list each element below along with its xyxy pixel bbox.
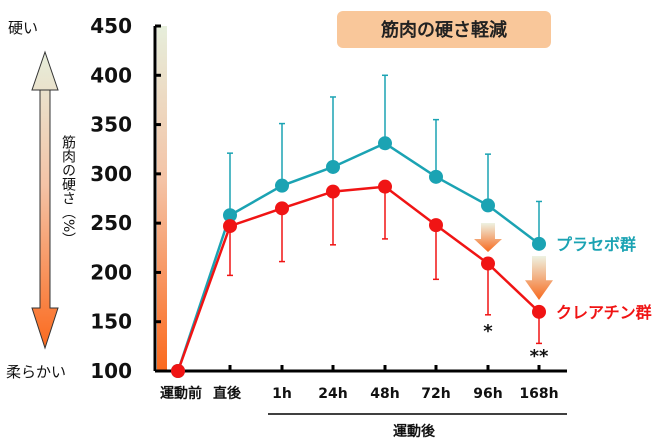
stiffness-arrow [31, 50, 59, 350]
legend-label: プラセボ群 [556, 235, 636, 254]
data-point [223, 219, 237, 234]
x-tick-label: 1h [272, 386, 292, 402]
x-tick-label: 72h [421, 386, 450, 402]
data-point [429, 169, 443, 184]
data-point [275, 201, 289, 216]
data-point [171, 364, 185, 378]
y-tick-label: 250 [90, 211, 132, 235]
data-point [326, 184, 340, 199]
y-tick-label: 200 [90, 260, 132, 284]
data-point [429, 218, 443, 233]
series-line [176, 185, 540, 372]
significance-mark: ** [530, 346, 549, 367]
x-tick-label: 96h [473, 386, 502, 402]
y-bottom-label: 柔らかい [6, 363, 66, 381]
data-point [275, 178, 289, 193]
y-axis-label: 筋肉の硬さ（%） [60, 134, 76, 246]
series-1: クレアチン群 [171, 179, 652, 378]
data-point [378, 179, 392, 194]
y-top-label: 硬い [8, 19, 38, 37]
y-tick-label: 300 [90, 162, 132, 186]
y-tick-label: 350 [90, 113, 132, 137]
y-tick-label: 150 [90, 310, 132, 334]
data-point [481, 256, 495, 271]
data-point [532, 304, 546, 319]
data-point [326, 159, 340, 174]
chart-title: 筋肉の硬さ軽減 [381, 19, 507, 41]
x-tick-label: 48h [370, 386, 399, 402]
x-tick-label: 168h [519, 386, 558, 402]
x-group-label: 運動後 [393, 423, 436, 440]
data-point [223, 208, 237, 223]
axis-gradient-bar [157, 26, 167, 370]
y-tick-label: 450 [90, 14, 132, 38]
x-tick-label: 運動前 [160, 385, 202, 402]
decrease-arrow-icon [474, 223, 502, 252]
x-tick-label: 直後 [213, 385, 242, 402]
decrease-arrow-icon [525, 256, 553, 300]
data-point [481, 198, 495, 213]
title-box [337, 11, 551, 48]
series-0: プラセボ群 [171, 74, 636, 378]
data-point [532, 236, 546, 251]
y-tick-label: 400 [90, 63, 132, 87]
significance-mark: * [483, 321, 493, 342]
data-point [378, 136, 392, 151]
x-tick-label: 24h [318, 386, 347, 402]
y-tick-label: 100 [90, 359, 132, 383]
series-line [176, 141, 540, 372]
legend-label: クレアチン群 [556, 303, 652, 322]
